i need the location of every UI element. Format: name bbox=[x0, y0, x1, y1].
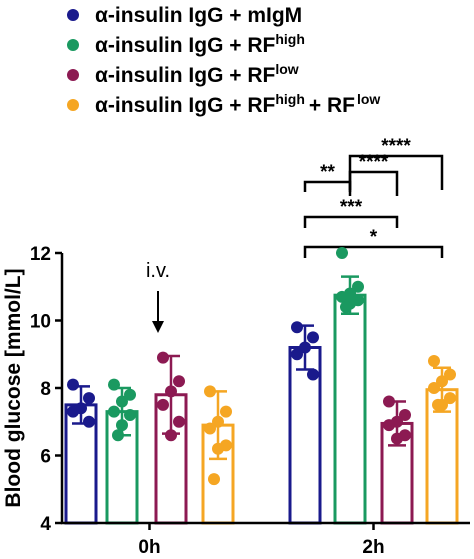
data-point bbox=[307, 368, 319, 381]
significance-bracket bbox=[348, 154, 444, 190]
axes: 4 6 8 10 12 0h 2h Blood glucose [mmol/L] bbox=[2, 244, 470, 558]
x-tick-label: 2h bbox=[362, 537, 384, 558]
significance-bracket bbox=[348, 170, 399, 196]
data-point bbox=[383, 419, 395, 432]
data-point bbox=[204, 385, 216, 398]
data-point bbox=[112, 429, 124, 442]
data-point bbox=[204, 422, 216, 435]
bar bbox=[333, 293, 367, 525]
legend-label: α-insulin IgG + mIgM bbox=[95, 4, 302, 27]
data-point bbox=[336, 290, 348, 303]
significance-label: * bbox=[370, 227, 378, 248]
data-point bbox=[352, 280, 364, 293]
legend-label: α-insulin IgG + RF bbox=[95, 34, 275, 57]
data-point bbox=[212, 442, 224, 455]
y-tick-label: 4 bbox=[40, 514, 51, 535]
significance-label: *** bbox=[340, 197, 363, 218]
data-point bbox=[116, 419, 128, 432]
significance-label: ** bbox=[320, 162, 335, 183]
data-point bbox=[340, 301, 352, 313]
data-point bbox=[399, 409, 411, 421]
data-point bbox=[67, 405, 79, 418]
legend-marker bbox=[67, 69, 79, 81]
x-tick-label: 0h bbox=[138, 537, 160, 558]
bars bbox=[64, 247, 459, 525]
significance-bracket bbox=[303, 180, 352, 192]
data-point bbox=[212, 415, 224, 428]
legend-label: α-insulin IgG + RF bbox=[95, 94, 275, 117]
significance-bracket bbox=[303, 215, 399, 228]
legend-label-connector: + RF bbox=[309, 94, 355, 117]
data-point bbox=[383, 395, 395, 408]
data-point bbox=[173, 415, 185, 428]
data-point bbox=[291, 321, 303, 334]
significance-bracket bbox=[303, 245, 444, 258]
data-point bbox=[428, 355, 440, 367]
data-point bbox=[124, 388, 136, 401]
legend-label-superscript: low bbox=[275, 61, 298, 77]
data-point bbox=[108, 405, 120, 418]
legend-marker bbox=[67, 99, 79, 111]
legend-label-superscript: high bbox=[275, 91, 305, 107]
data-point bbox=[336, 247, 348, 259]
data-point bbox=[208, 473, 220, 486]
data-point bbox=[291, 348, 303, 361]
data-point bbox=[165, 429, 177, 442]
annotations: i.v. bbox=[146, 260, 170, 333]
data-point bbox=[67, 378, 79, 391]
significance-label: **** bbox=[381, 136, 411, 157]
data-point bbox=[165, 385, 177, 398]
data-point bbox=[116, 395, 128, 408]
legend-label-superscript: high bbox=[275, 31, 305, 47]
data-point bbox=[444, 368, 456, 381]
legend-label: α-insulin IgG + RF bbox=[95, 64, 275, 87]
significance-brackets: ** ************ bbox=[303, 136, 444, 258]
y-tick-label: 6 bbox=[40, 447, 51, 468]
y-axis-label: Blood glucose [mmol/L] bbox=[2, 268, 25, 507]
data-point bbox=[391, 432, 403, 445]
data-point bbox=[124, 409, 136, 421]
legend-label-superscript: low bbox=[357, 91, 380, 107]
data-point bbox=[173, 375, 185, 388]
data-point bbox=[220, 405, 232, 418]
data-point bbox=[157, 351, 169, 364]
annotation-label: i.v. bbox=[146, 260, 170, 282]
data-point bbox=[436, 375, 448, 388]
data-point bbox=[157, 398, 169, 411]
data-point bbox=[108, 378, 120, 391]
y-tick-label: 12 bbox=[30, 244, 51, 265]
data-point bbox=[83, 392, 95, 405]
legend-marker bbox=[67, 39, 79, 51]
data-point bbox=[428, 382, 440, 394]
data-point bbox=[444, 392, 456, 405]
y-tick-label: 10 bbox=[30, 312, 51, 333]
data-point bbox=[307, 331, 319, 344]
data-point bbox=[432, 398, 444, 411]
legend-marker bbox=[67, 9, 79, 21]
data-point bbox=[83, 415, 95, 428]
y-tick-label: 8 bbox=[40, 379, 51, 400]
data-point bbox=[299, 341, 311, 354]
arrow-head-icon bbox=[152, 321, 164, 333]
